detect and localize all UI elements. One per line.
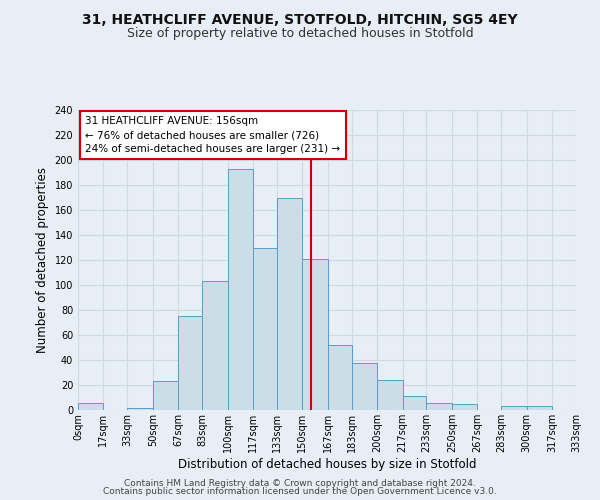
Bar (427, 402, 452, 410)
Bar (527, 406, 552, 410)
Bar (328, 345, 352, 410)
Text: Size of property relative to detached houses in Stotfold: Size of property relative to detached ho… (127, 28, 473, 40)
Bar (253, 248, 277, 410)
X-axis label: Distribution of detached houses by size in Stotfold: Distribution of detached houses by size … (178, 458, 476, 470)
Bar (127, 408, 153, 410)
Bar (302, 259, 328, 410)
Bar (377, 380, 403, 410)
Bar (403, 396, 427, 410)
Text: 31 HEATHCLIFF AVENUE: 156sqm
← 76% of detached houses are smaller (726)
24% of s: 31 HEATHCLIFF AVENUE: 156sqm ← 76% of de… (85, 116, 341, 154)
Text: Contains HM Land Registry data © Crown copyright and database right 2024.: Contains HM Land Registry data © Crown c… (124, 478, 476, 488)
Bar (153, 381, 178, 410)
Bar (202, 281, 227, 410)
Bar (352, 362, 377, 410)
Text: Contains public sector information licensed under the Open Government Licence v3: Contains public sector information licen… (103, 487, 497, 496)
Bar (178, 316, 202, 410)
Bar (78, 402, 103, 410)
Bar (227, 169, 253, 410)
Y-axis label: Number of detached properties: Number of detached properties (36, 167, 49, 353)
Bar (277, 198, 302, 410)
Bar (452, 404, 477, 410)
Text: 31, HEATHCLIFF AVENUE, STOTFOLD, HITCHIN, SG5 4EY: 31, HEATHCLIFF AVENUE, STOTFOLD, HITCHIN… (82, 12, 518, 26)
Bar (501, 406, 527, 410)
